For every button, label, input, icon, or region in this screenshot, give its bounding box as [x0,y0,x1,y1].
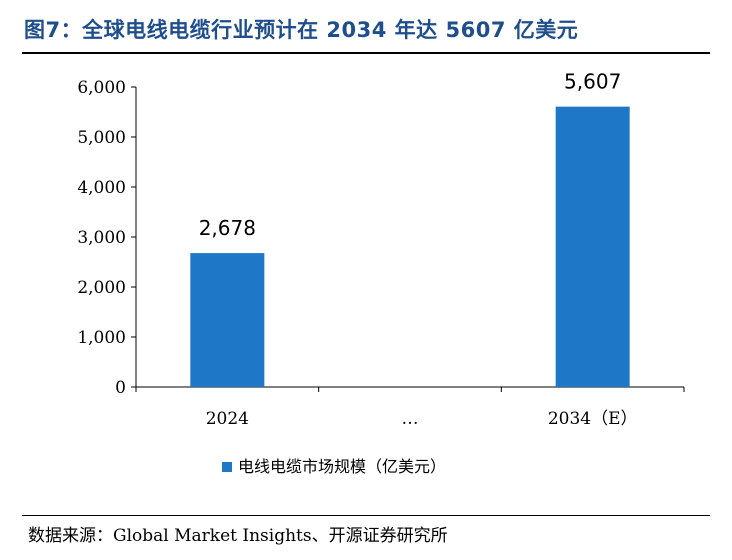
y-tick-label: 0 [115,378,126,398]
bar-3 [555,106,630,388]
x-tick-label: 2034（E） [548,409,638,429]
y-tick-label: 6,000 [77,78,126,98]
x-tick-label: 2024 [206,409,249,429]
data-label: 2,678 [199,216,256,240]
source-rule [22,515,710,516]
legend-swatch [222,462,232,472]
y-tick-label: 4,000 [77,178,126,198]
y-axis: 0 1,000 2,000 3,000 4,000 5,000 6,000 [77,78,137,398]
figure-source: 数据来源：Global Market Insights、开源证券研究所 [28,526,448,546]
x-axis: 2024 … 2034（E） [135,386,685,429]
figure-title: 图7：全球电线电缆行业预计在 2034 年达 5607 亿美元 [24,18,579,42]
legend-label: 电线电缆市场规模（亿美元） [238,457,446,476]
x-tick-label: … [402,409,419,429]
legend: 电线电缆市场规模（亿美元） [222,457,446,476]
bar-1 [190,253,265,387]
bar-chart: 0 1,000 2,000 3,000 4,000 5,000 6,000 2024 … 203… [77,70,685,476]
y-tick-label: 3,000 [77,228,126,248]
bars: 2,678 5,607 [190,70,630,388]
y-tick-label: 2,000 [77,278,126,298]
title-rule [22,52,710,54]
y-tick-label: 1,000 [77,328,126,348]
data-label: 5,607 [564,70,621,94]
y-tick-label: 5,000 [77,128,126,148]
